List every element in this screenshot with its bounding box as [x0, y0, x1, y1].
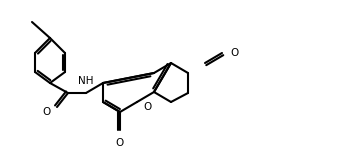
Text: NH: NH: [78, 76, 94, 86]
Text: O: O: [230, 48, 238, 58]
Text: O: O: [116, 138, 124, 148]
Text: O: O: [43, 107, 51, 117]
Text: O: O: [143, 102, 151, 112]
